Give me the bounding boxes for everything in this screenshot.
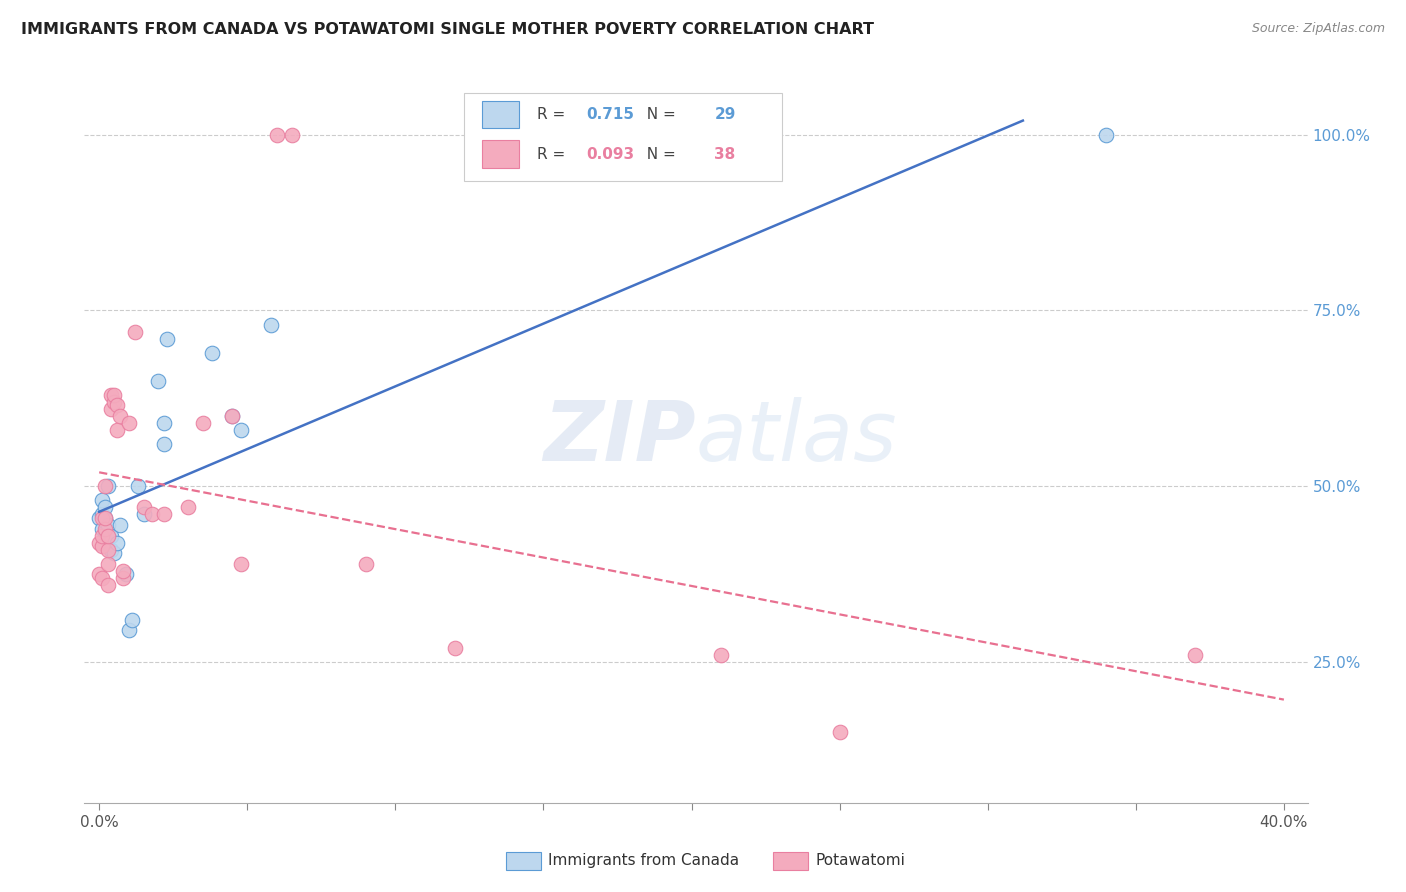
- Point: [177, 500, 200, 515]
- Point: [97, 479, 120, 493]
- Point: [97, 542, 120, 557]
- Point: [91, 571, 114, 585]
- Text: IMMIGRANTS FROM CANADA VS POTAWATOMI SINGLE MOTHER POVERTY CORRELATION CHART: IMMIGRANTS FROM CANADA VS POTAWATOMI SIN…: [21, 22, 875, 37]
- Text: R =: R =: [537, 107, 569, 122]
- Point: [111, 571, 134, 585]
- Point: [443, 641, 465, 656]
- Point: [710, 648, 733, 662]
- Text: Source: ZipAtlas.com: Source: ZipAtlas.com: [1251, 22, 1385, 36]
- Point: [354, 557, 377, 571]
- Point: [260, 318, 283, 332]
- Text: atlas: atlas: [696, 397, 897, 477]
- Point: [114, 567, 136, 582]
- Text: ZIP: ZIP: [543, 397, 696, 477]
- Point: [280, 128, 302, 142]
- Point: [191, 416, 214, 430]
- Bar: [482, 140, 519, 168]
- Point: [105, 423, 128, 437]
- Point: [221, 409, 243, 423]
- FancyBboxPatch shape: [464, 94, 782, 181]
- Point: [132, 500, 155, 515]
- Point: [127, 479, 149, 493]
- Point: [201, 345, 224, 359]
- Point: [94, 524, 117, 539]
- Point: [266, 128, 288, 142]
- Point: [828, 725, 851, 739]
- Point: [1095, 128, 1118, 142]
- Text: N =: N =: [637, 107, 681, 122]
- Bar: [482, 101, 519, 128]
- Point: [91, 528, 114, 542]
- Point: [97, 528, 120, 542]
- Point: [105, 399, 128, 413]
- Point: [97, 528, 120, 542]
- Point: [100, 542, 122, 557]
- Point: [100, 528, 122, 542]
- Point: [103, 546, 125, 560]
- Point: [1184, 648, 1206, 662]
- Point: [124, 325, 146, 339]
- Point: [105, 535, 128, 549]
- Point: [91, 493, 114, 508]
- Text: N =: N =: [637, 146, 681, 161]
- Point: [111, 564, 134, 578]
- Point: [231, 423, 253, 437]
- Point: [89, 535, 111, 549]
- Point: [221, 409, 243, 423]
- Point: [103, 395, 125, 409]
- Text: Immigrants from Canada: Immigrants from Canada: [548, 854, 740, 868]
- Point: [156, 332, 179, 346]
- Text: 0.715: 0.715: [586, 107, 634, 122]
- Point: [103, 388, 125, 402]
- Point: [121, 613, 143, 627]
- Point: [153, 416, 176, 430]
- Point: [132, 508, 155, 522]
- Point: [94, 511, 117, 525]
- Text: 38: 38: [714, 146, 735, 161]
- Text: Potawatomi: Potawatomi: [815, 854, 905, 868]
- Point: [118, 416, 141, 430]
- Point: [108, 518, 131, 533]
- Point: [97, 578, 120, 592]
- Text: 0.093: 0.093: [586, 146, 634, 161]
- Point: [91, 511, 114, 525]
- Point: [108, 409, 131, 423]
- Point: [148, 374, 170, 388]
- Point: [89, 511, 111, 525]
- Point: [231, 557, 253, 571]
- Text: R =: R =: [537, 146, 569, 161]
- Point: [94, 479, 117, 493]
- Point: [91, 521, 114, 535]
- Point: [153, 508, 176, 522]
- Point: [91, 539, 114, 553]
- Text: 29: 29: [714, 107, 735, 122]
- Point: [94, 511, 117, 525]
- Point: [141, 508, 163, 522]
- Point: [94, 521, 117, 535]
- Point: [153, 437, 176, 451]
- Point: [100, 388, 122, 402]
- Point: [97, 518, 120, 533]
- Point: [89, 567, 111, 582]
- Point: [100, 401, 122, 416]
- Point: [91, 508, 114, 522]
- Point: [97, 557, 120, 571]
- Point: [94, 500, 117, 515]
- Point: [118, 624, 141, 638]
